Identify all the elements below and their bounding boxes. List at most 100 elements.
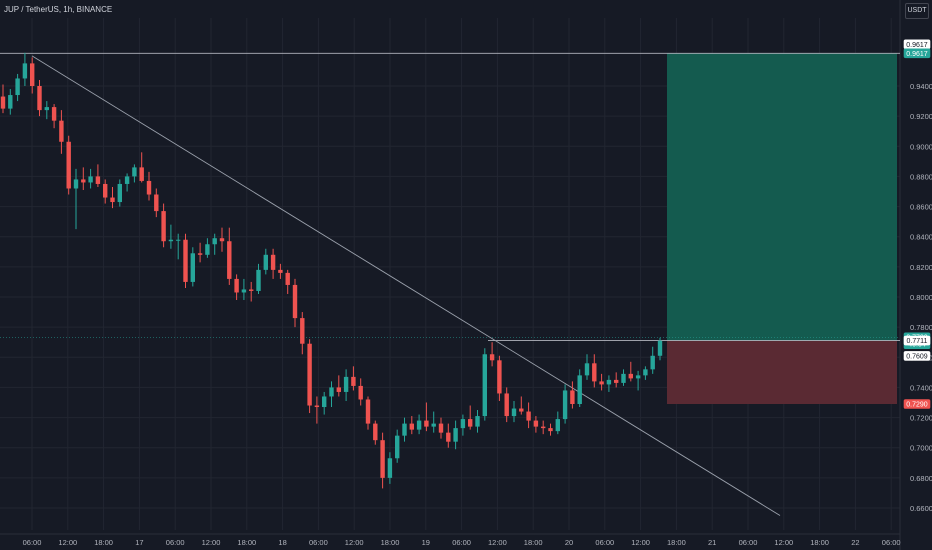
- candle-body: [241, 289, 247, 293]
- x-tick-label: 12:00: [774, 538, 793, 547]
- candle-body: [292, 284, 298, 319]
- candle-body: [460, 419, 466, 429]
- candle-body: [285, 272, 290, 285]
- price-badge-label: 0.7609: [906, 353, 928, 360]
- candle-body: [635, 375, 641, 379]
- candle-body: [197, 253, 203, 255]
- y-tick-label: 0.8000: [910, 293, 932, 302]
- candle-body: [468, 419, 473, 427]
- candle-body: [234, 278, 239, 293]
- candle-body: [395, 435, 400, 459]
- candle-body: [475, 416, 480, 427]
- x-tick-label: 17: [135, 538, 143, 547]
- reference-lines: [0, 52, 900, 516]
- candle-body: [212, 238, 217, 245]
- y-tick-label: 0.7400: [910, 383, 932, 392]
- candle-body: [30, 63, 35, 86]
- candle-body: [599, 381, 604, 385]
- candle-body: [37, 86, 42, 111]
- y-tick-label: 0.7800: [910, 323, 932, 332]
- loss-zone: [667, 340, 897, 405]
- candle-body: [482, 354, 487, 417]
- candle-body: [249, 289, 254, 291]
- candle-body: [657, 340, 663, 356]
- y-tick-label: 0.8400: [910, 233, 932, 242]
- candle-body: [526, 411, 531, 421]
- candle-body: [387, 458, 393, 478]
- y-tick-label: 0.7200: [910, 414, 932, 423]
- x-tick-label: 18:00: [667, 538, 686, 547]
- candle-body: [373, 423, 378, 441]
- y-tick-label: 0.7000: [910, 444, 932, 453]
- candle-body: [132, 167, 137, 177]
- candle-body: [409, 423, 414, 430]
- candle-body: [438, 423, 444, 433]
- candle-body: [562, 390, 568, 420]
- candle-body: [8, 95, 13, 109]
- candle-body: [628, 373, 633, 379]
- candle-body: [139, 167, 144, 181]
- candle-body: [124, 176, 130, 184]
- x-tick-label: 06:00: [23, 538, 42, 547]
- x-tick-label: 18:00: [237, 538, 256, 547]
- candle-body: [519, 408, 524, 412]
- candle-body: [314, 405, 320, 408]
- candle-body: [270, 254, 276, 270]
- x-tick-label: 06:00: [166, 538, 185, 547]
- time-axis: 06:00 12:00 18:00 17 06:00 12:00 18:00 18 06:00 1…: [23, 538, 901, 547]
- candle-body: [365, 399, 371, 424]
- y-tick-label: 0.9000: [910, 142, 932, 151]
- x-tick-label: 18: [278, 538, 286, 547]
- candle-body: [73, 179, 79, 189]
- x-tick-label: 22: [851, 538, 859, 547]
- candle-body: [0, 96, 6, 109]
- price-badge-label: 0.9617: [906, 42, 928, 49]
- candle-body: [103, 183, 108, 198]
- candle-body: [424, 420, 429, 427]
- position-zones: [667, 53, 897, 405]
- x-tick-label: 12:00: [58, 538, 77, 547]
- x-tick-label: 18:00: [94, 538, 113, 547]
- x-tick-label: 18:00: [381, 538, 400, 547]
- candle-body: [205, 244, 210, 255]
- candle-body: [621, 373, 626, 383]
- candle-body: [402, 423, 407, 436]
- x-tick-label: 19: [422, 538, 430, 547]
- price-badge: [903, 48, 931, 59]
- price-badge: [903, 399, 931, 409]
- candle-body: [44, 107, 49, 111]
- x-tick-label: 12:00: [345, 538, 364, 547]
- y-tick-label: 0.8600: [910, 203, 932, 212]
- candle-body: [51, 107, 57, 121]
- candle-body: [431, 423, 436, 427]
- candle-body: [66, 141, 71, 189]
- candle-body: [227, 241, 232, 279]
- candle-body: [59, 120, 64, 142]
- candle-body: [263, 254, 268, 270]
- x-tick-label: 18:00: [524, 538, 543, 547]
- candle-body: [533, 420, 539, 427]
- candle-body: [146, 180, 152, 195]
- price-badge: [903, 351, 931, 361]
- x-tick-label: 12:00: [202, 538, 221, 547]
- candle-body: [95, 176, 101, 184]
- candle-body: [343, 376, 349, 392]
- x-tick-label: 06:00: [882, 538, 901, 547]
- y-tick-label: 0.9400: [910, 82, 932, 91]
- currency-unit-button[interactable]: USDT: [905, 3, 929, 19]
- candle-body: [278, 269, 283, 273]
- price-axis: 0.9400 0.9200 0.9000 0.8800 0.8600 0.8400 0.82…: [910, 82, 932, 513]
- candle-body: [555, 419, 560, 432]
- candle-body: [176, 239, 181, 241]
- candle-body: [380, 440, 385, 478]
- candle-body: [453, 428, 458, 442]
- candle-body: [88, 176, 93, 183]
- candle-body: [446, 432, 451, 442]
- candle-body: [307, 343, 312, 406]
- candle-body: [183, 239, 188, 282]
- candle-body: [190, 253, 195, 282]
- candle-body: [336, 387, 341, 392]
- price-badge: [903, 335, 931, 346]
